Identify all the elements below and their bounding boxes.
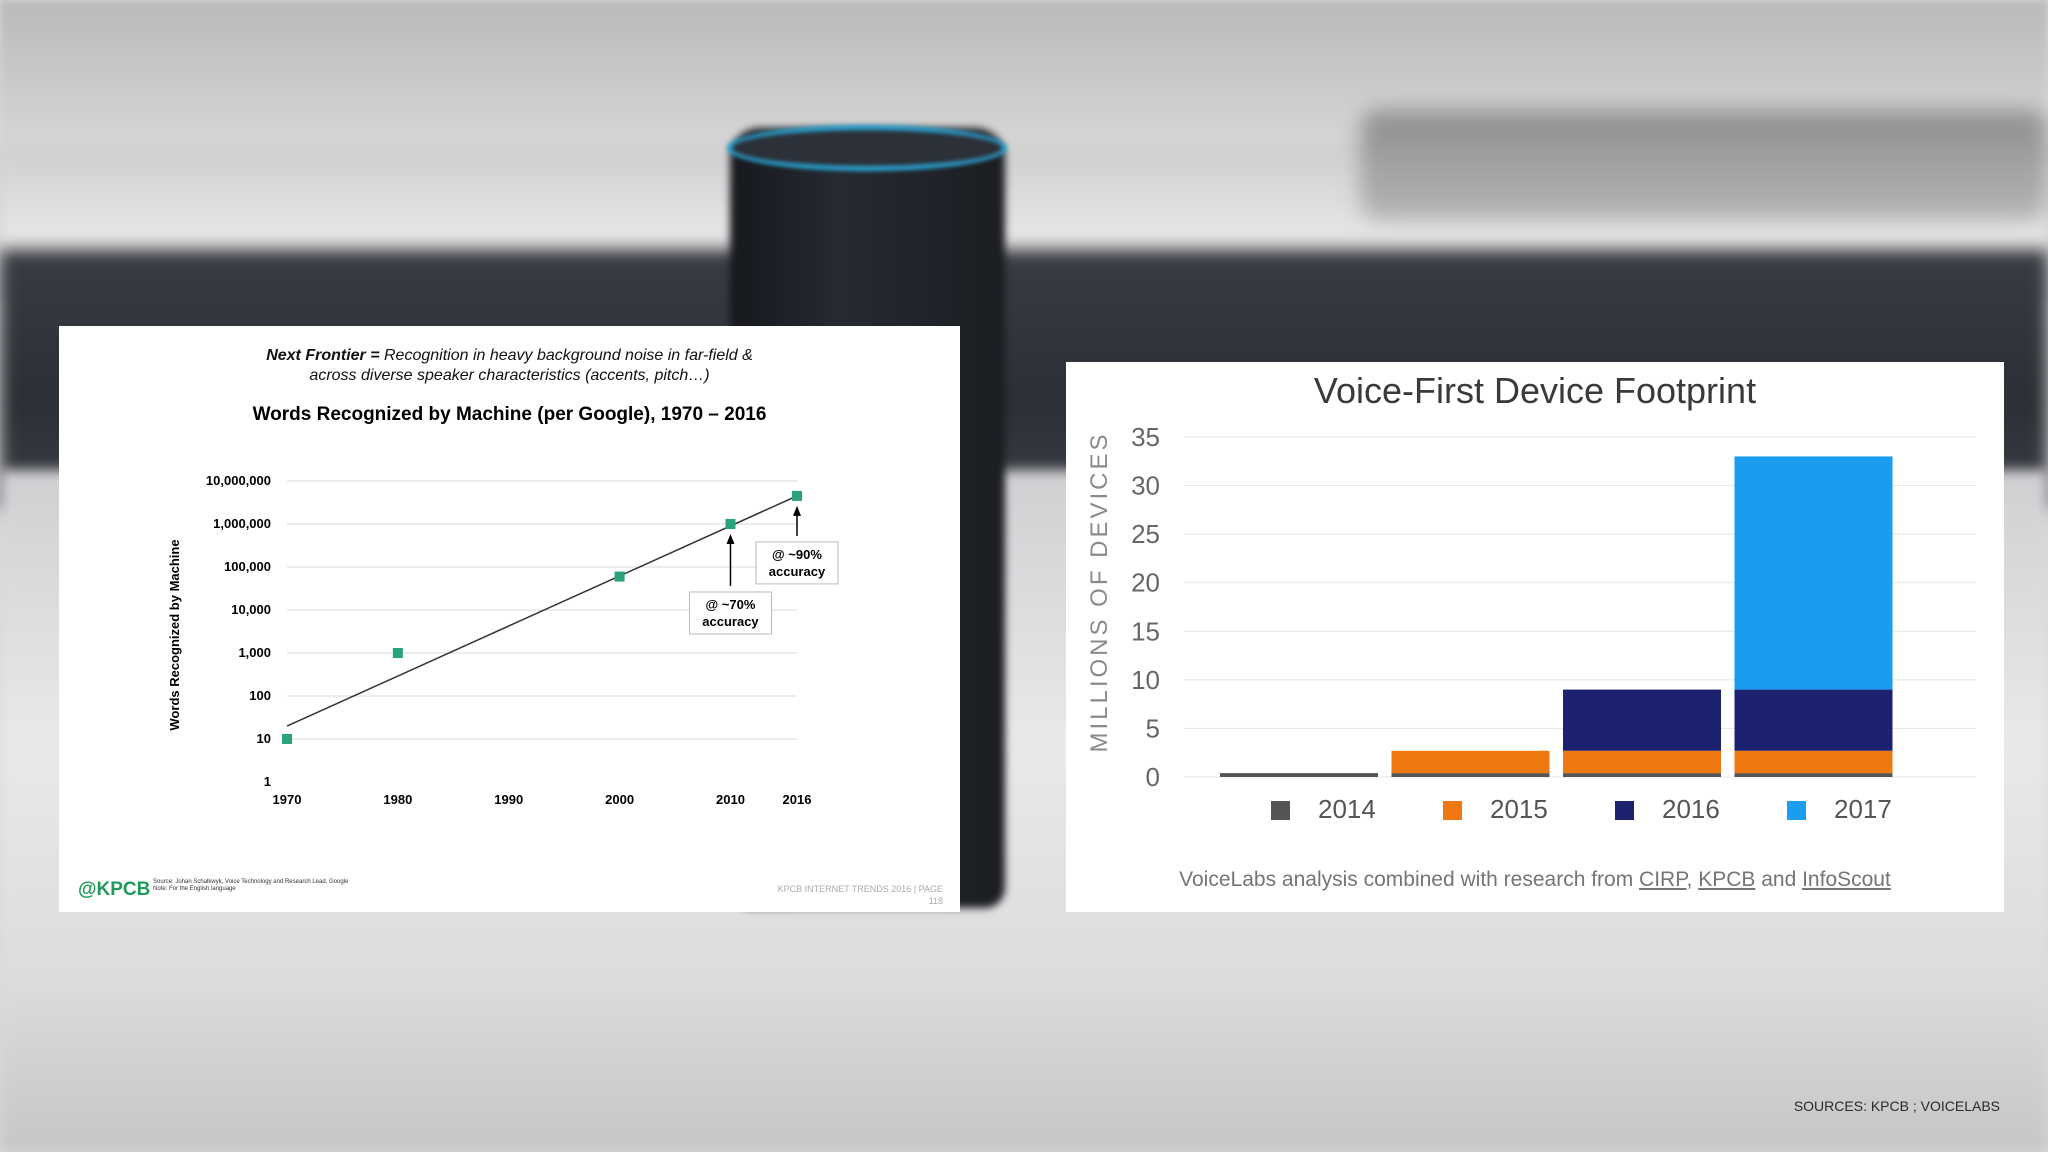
x-tick-label: 2016 bbox=[783, 792, 812, 807]
legend-swatch bbox=[1615, 801, 1634, 820]
x-tick-label: 1980 bbox=[383, 792, 412, 807]
data-point bbox=[392, 648, 403, 658]
source-note-line2: Note: For the English language bbox=[153, 886, 236, 892]
frontier-line2: across diverse speaker characteristics (… bbox=[309, 367, 710, 384]
words-recognized-chart: Words Recognized by Machine 1 10 100 1,000 1… bbox=[167, 473, 839, 807]
y-tick-label: 20 bbox=[1131, 568, 1160, 598]
y-tick-label: 1,000 bbox=[238, 645, 271, 660]
device-footprint-chart: MILLIONS OF DEVICES 0 5 10 15 20 25 30 35 2014 20… bbox=[1086, 422, 1976, 824]
bar-segment bbox=[1734, 750, 1893, 774]
bar-segment bbox=[1391, 773, 1550, 777]
legend-label: 2017 bbox=[1834, 794, 1892, 824]
source-note: Source: Johan Schalkwyk, Voice Technolog… bbox=[153, 879, 348, 893]
page-footer: KPCB INTERNET TRENDS 2016 | PAGE 118 bbox=[778, 883, 943, 907]
legend-swatch bbox=[1271, 801, 1290, 820]
y-tick-label: 30 bbox=[1131, 471, 1160, 501]
bar-segment bbox=[1563, 750, 1721, 774]
annotation-line1: @ ~70% bbox=[706, 597, 756, 612]
annotation-box bbox=[688, 591, 772, 635]
legend-swatch bbox=[1787, 801, 1806, 820]
link-cirp[interactable]: CIRP bbox=[1639, 868, 1687, 891]
y-tick-label: 10,000,000 bbox=[206, 473, 271, 488]
annotation-arrowhead bbox=[726, 534, 735, 544]
frontier-line1: Recognition in heavy background noise in… bbox=[379, 347, 753, 364]
voicelabs-slide: Voice-First Device Footprint MILLIONS OF… bbox=[1066, 362, 2004, 912]
y-tick-label: 10,000 bbox=[231, 602, 271, 617]
annotation-box bbox=[755, 541, 839, 585]
x-tick-label: 2000 bbox=[605, 792, 634, 807]
x-tick-label: 1970 bbox=[273, 792, 302, 807]
sources-credit: SOURCES: KPCB ; VOICELABS bbox=[1793, 1098, 2000, 1114]
y-tick-label: 10 bbox=[257, 731, 271, 746]
y-tick-label: 100 bbox=[249, 688, 271, 703]
y-tick-label: 100,000 bbox=[224, 559, 271, 574]
bar-segment bbox=[1734, 773, 1893, 777]
bar-segment bbox=[1563, 689, 1721, 751]
kpcb-slide: Next Frontier = Recognition in heavy bac… bbox=[59, 326, 960, 912]
annotation-arrowhead bbox=[793, 505, 801, 516]
trend-line bbox=[286, 495, 798, 727]
legend-label: 2014 bbox=[1318, 794, 1376, 824]
y-tick-label: 35 bbox=[1131, 422, 1160, 452]
bar-segment bbox=[1563, 773, 1721, 777]
data-point bbox=[725, 519, 736, 529]
bar-segment bbox=[1734, 689, 1893, 751]
smart-speaker-ring bbox=[732, 130, 1002, 166]
annotation-line2: accuracy bbox=[769, 564, 826, 579]
bar-segment bbox=[1220, 773, 1378, 777]
legend-label: 2016 bbox=[1662, 794, 1720, 824]
x-tick-label: 2010 bbox=[716, 792, 745, 807]
x-tick-label: 1990 bbox=[494, 792, 523, 807]
frontier-text: Next Frontier = Recognition in heavy bac… bbox=[59, 346, 960, 386]
y-tick-label: 25 bbox=[1131, 519, 1160, 549]
data-point bbox=[282, 734, 292, 744]
caption-sep2: and bbox=[1755, 868, 1803, 891]
legend-label: 2015 bbox=[1490, 794, 1548, 824]
caption-sep1: , bbox=[1686, 868, 1699, 891]
y-axis-label: Words Recognized by Machine bbox=[167, 539, 182, 730]
chart-title: Words Recognized by Machine (per Google)… bbox=[252, 404, 767, 425]
bar-segment bbox=[1734, 456, 1893, 690]
link-kpcb[interactable]: KPCB bbox=[1698, 868, 1756, 891]
annotation-line2: accuracy bbox=[702, 614, 759, 629]
y-tick-label: 15 bbox=[1131, 616, 1160, 646]
data-point bbox=[614, 571, 625, 582]
y-tick-label: 1 bbox=[264, 774, 271, 789]
bar-segment bbox=[1391, 750, 1550, 774]
sink bbox=[1360, 110, 2048, 220]
chart-title: Voice-First Device Footprint bbox=[1313, 370, 1757, 411]
kpcb-logo: @KPCB bbox=[78, 879, 151, 900]
frontier-bold: Next Frontier = bbox=[266, 347, 380, 364]
source-note-line1: Source: Johan Schalkwyk, Voice Technolog… bbox=[153, 879, 349, 885]
chart-caption: VoiceLabs analysis combined with researc… bbox=[1066, 868, 2004, 892]
legend-swatch bbox=[1443, 801, 1462, 820]
y-tick-label: 0 bbox=[1146, 762, 1160, 792]
annotation-line1: @ ~90% bbox=[772, 547, 822, 562]
caption-prefix: VoiceLabs analysis combined with researc… bbox=[1179, 868, 1640, 891]
footer-line1: KPCB INTERNET TRENDS 2016 | PAGE bbox=[777, 884, 943, 894]
y-tick-label: 5 bbox=[1146, 713, 1160, 743]
y-tick-label: 10 bbox=[1131, 665, 1160, 695]
y-tick-label: 1,000,000 bbox=[213, 516, 271, 531]
y-axis-label: MILLIONS OF DEVICES bbox=[1086, 431, 1113, 752]
data-point bbox=[792, 490, 802, 501]
link-infoscout[interactable]: InfoScout bbox=[1802, 868, 1891, 891]
footer-line2: 118 bbox=[928, 896, 943, 906]
